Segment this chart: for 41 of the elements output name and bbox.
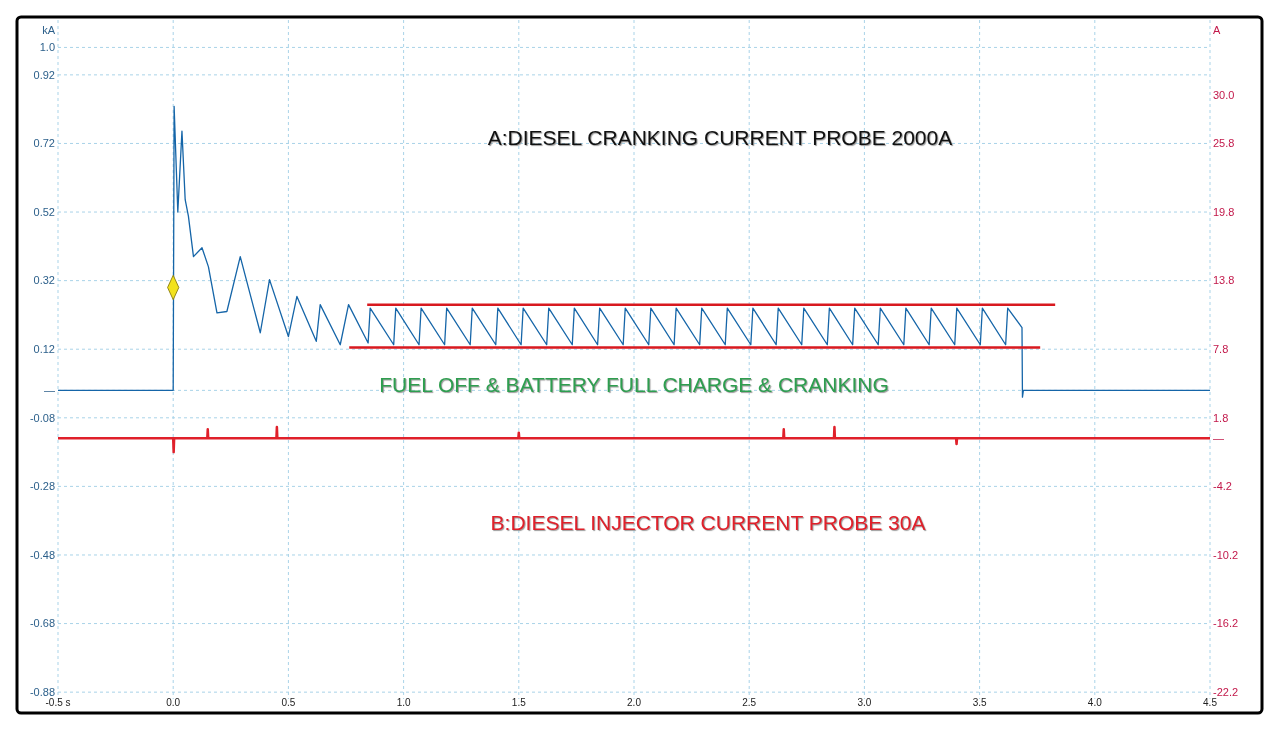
y2-axis-title: A — [1213, 24, 1221, 36]
y2-tick-label: 7.8 — [1213, 343, 1229, 356]
y-tick-label: 0.32 — [33, 274, 55, 287]
x-tick-label: 3.5 — [972, 697, 987, 708]
y-tick-label: 0.12 — [33, 343, 55, 356]
x-tick-label: 1.5 — [511, 697, 527, 708]
x-tick-label: 0.5 — [281, 697, 296, 708]
y-tick-label: -0.08 — [29, 411, 55, 424]
x-tick-label: 2.0 — [627, 697, 642, 708]
x-tick-label: 4.5 — [1203, 697, 1218, 708]
x-tick-label: -0.5 s — [45, 697, 71, 708]
y-tick-label: — — [44, 384, 55, 397]
annotation: B:DIESEL INJECTOR CURRENT PROBE 30A — [490, 511, 926, 534]
y2-tick-label: 25.8 — [1213, 137, 1235, 150]
annotation: FUEL OFF & BATTERY FULL CHARGE & CRANKING — [379, 373, 889, 396]
x-tick-label: 0.0 — [166, 697, 181, 708]
x-tick-label: 3.0 — [857, 697, 872, 708]
y-tick-label: -0.48 — [29, 548, 55, 561]
y2-tick-label: 13.8 — [1213, 274, 1235, 287]
y-tick-label: 0.72 — [33, 137, 55, 150]
y2-tick-label: 30.0 — [1213, 89, 1235, 102]
y2-tick-label: -22.2 — [1213, 685, 1239, 698]
y-tick-label: 0.52 — [33, 205, 55, 218]
y-tick-label: -0.88 — [29, 685, 55, 698]
y-tick-label: 1.0 — [39, 41, 55, 54]
x-tick-label: 1.0 — [396, 697, 411, 708]
line-series — [57, 105, 1211, 398]
y-axis-title: kA — [42, 24, 56, 36]
y2-tick-label: — — [1213, 432, 1224, 445]
annotation: A:DIESEL CRANKING CURRENT PROBE 2000A — [487, 126, 953, 149]
y2-tick-label: -4.2 — [1213, 480, 1232, 493]
y-tick-label: -0.68 — [29, 617, 55, 630]
line-series — [56, 425, 1212, 454]
y2-tick-label: -10.2 — [1213, 548, 1239, 561]
y-tick-label: 0.92 — [33, 68, 55, 81]
y2-tick-label: -16.2 — [1213, 617, 1239, 630]
x-tick-label: 4.0 — [1087, 697, 1103, 708]
y2-tick-label: 1.8 — [1213, 411, 1229, 424]
y2-tick-label: 19.8 — [1213, 205, 1235, 218]
x-tick-label: 2.5 — [742, 697, 757, 708]
y-tick-label: -0.28 — [29, 480, 55, 493]
